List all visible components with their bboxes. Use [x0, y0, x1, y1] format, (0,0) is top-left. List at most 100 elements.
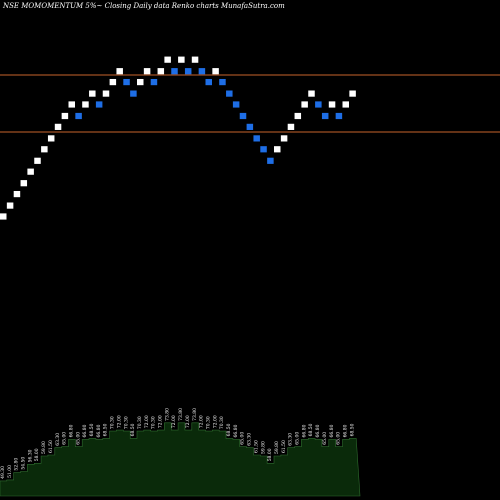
volume-label-29: 73.80: [192, 408, 198, 421]
reference-lines: [0, 74, 500, 133]
up-brick-4: [20, 180, 28, 187]
volume-label-43: 63.30: [288, 433, 294, 446]
volume-label-49: 66.80: [329, 424, 335, 437]
volume-label-33: 70.30: [219, 416, 225, 429]
volume-label-38: 61.50: [253, 440, 259, 453]
volume-label-28: 72.00: [185, 415, 191, 428]
down-brick-28: [184, 68, 192, 75]
down-brick-48: [321, 112, 329, 120]
volume-label-39: 59.80: [260, 441, 266, 454]
volume-label-36: 65.00: [240, 432, 246, 445]
volume-label-52: 68.50: [349, 423, 355, 436]
up-brick-14: [89, 90, 96, 97]
down-brick-20: [130, 90, 137, 97]
down-brick-26: [171, 68, 178, 75]
chart-title: NSE MOMOMENTUM 5%~ Closing Daily data Re…: [2, 2, 285, 10]
volume-label-14: 68.50: [89, 423, 95, 436]
volume-label-9: 63.30: [55, 433, 61, 446]
volume-label-7: 59.80: [41, 441, 47, 454]
up-brick-13: [82, 101, 89, 108]
volume-label-50: 65.00: [336, 432, 342, 445]
up-brick-32: [212, 68, 219, 75]
volume-label-51: 66.80: [343, 424, 349, 437]
up-brick-46: [308, 90, 315, 97]
down-brick-47: [315, 101, 322, 108]
volume-area: [0, 422, 361, 497]
volume-label-12: 65.00: [75, 432, 81, 445]
down-brick-35: [232, 101, 240, 108]
volume-label-20: 68.50: [130, 423, 136, 436]
up-brick-8: [47, 135, 55, 142]
volume-label-24: 72.00: [158, 415, 164, 428]
down-brick-31: [205, 78, 212, 86]
volume-label-15: 66.80: [96, 424, 102, 437]
down-brick-15: [95, 101, 103, 108]
up-brick-27: [178, 56, 185, 63]
up-brick-43: [287, 123, 295, 130]
volume-label-22: 72.00: [144, 415, 150, 428]
volume-label-10: 65.00: [62, 432, 68, 445]
volume-label-23: 70.30: [151, 416, 157, 429]
volume-label-34: 68.50: [226, 423, 232, 436]
up-brick-29: [191, 56, 199, 63]
up-brick-49: [328, 101, 336, 108]
down-brick-37: [246, 123, 254, 130]
up-brick-11: [68, 101, 75, 108]
volume-label-2: 51.00: [7, 465, 13, 478]
down-brick-34: [226, 90, 233, 97]
up-brick-21: [137, 78, 144, 86]
volume-label-45: 66.80: [301, 424, 307, 437]
up-brick-18: [116, 68, 123, 75]
up-brick-22: [143, 68, 151, 75]
volume-label-19: 70.30: [123, 416, 129, 429]
volume-label-37: 63.30: [247, 433, 253, 446]
volume-label-16: 68.50: [103, 423, 109, 436]
up-brick-9: [54, 123, 62, 130]
up-brick-16: [102, 90, 110, 97]
volume-label-5: 56.30: [27, 449, 33, 462]
down-brick-40: [267, 157, 274, 164]
down-brick-19: [123, 78, 130, 86]
volume-label-4: 54.50: [21, 457, 27, 470]
down-brick-33: [219, 78, 226, 86]
up-brick-3: [13, 190, 21, 198]
volume-label-3: 52.80: [14, 458, 20, 471]
volume-label-13: 66.80: [82, 424, 88, 437]
down-brick-50: [335, 112, 343, 120]
up-brick-1: [0, 213, 7, 220]
up-brick-5: [27, 168, 34, 175]
down-brick-12: [75, 112, 82, 120]
volume-label-41: 59.80: [274, 441, 280, 454]
volume-label-32: 72.00: [212, 415, 218, 428]
volume-label-17: 70.30: [110, 416, 116, 429]
up-brick-17: [109, 78, 117, 86]
up-brick-24: [157, 68, 165, 75]
volume-label-27: 73.80: [178, 408, 184, 421]
up-brick-51: [342, 101, 349, 108]
volume-label-48: 65.00: [322, 432, 328, 445]
down-brick-39: [260, 146, 267, 153]
volume-label-25: 73.80: [164, 408, 170, 421]
down-brick-36: [239, 112, 247, 120]
volume-label-11: 66.80: [69, 424, 75, 437]
volume-area-path: [0, 422, 361, 497]
volume-label-46: 68.50: [308, 423, 314, 436]
volume-label-21: 70.30: [137, 416, 143, 429]
up-brick-44: [294, 112, 302, 120]
up-brick-45: [301, 101, 308, 108]
volume-label-44: 65.00: [295, 432, 301, 445]
volume-label-8: 61.50: [48, 440, 54, 453]
down-brick-23: [150, 78, 158, 86]
up-brick-25: [164, 56, 171, 63]
volume-label-40: 58.00: [267, 448, 273, 461]
volume-label-31: 70.30: [206, 416, 212, 429]
volume-label-18: 72.00: [116, 415, 122, 428]
volume-label-1: 49.30: [0, 466, 6, 479]
down-brick-30: [198, 68, 206, 75]
volume-label-42: 61.50: [281, 440, 287, 453]
up-brick-52: [349, 90, 356, 97]
volume-label-47: 66.80: [315, 424, 321, 437]
down-brick-38: [253, 135, 260, 142]
